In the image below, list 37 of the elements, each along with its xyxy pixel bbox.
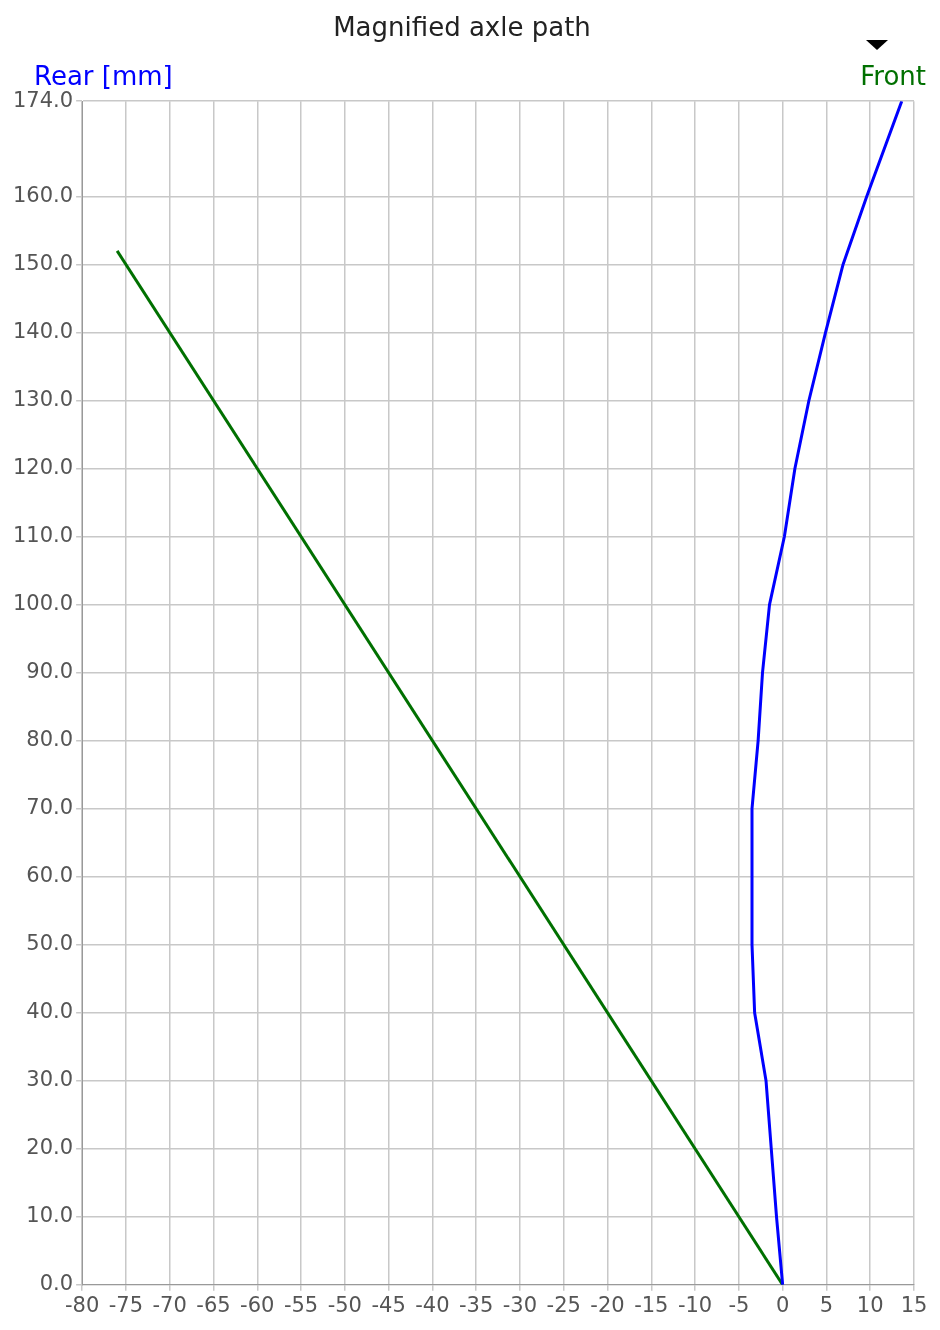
x-tick-label: -45	[371, 1292, 406, 1317]
y-tick-label: 30.0	[26, 1067, 74, 1092]
y-tick-label: 60.0	[26, 863, 74, 888]
x-tick-label: -20	[590, 1292, 625, 1317]
y-tick-label: 70.0	[26, 795, 74, 820]
x-tick-label: -60	[240, 1292, 275, 1317]
y-tick-label: 90.0	[26, 659, 74, 684]
x-tick-label: -40	[415, 1292, 450, 1317]
x-tick-label: -5	[728, 1292, 750, 1317]
y-tick-label: 20.0	[26, 1135, 74, 1160]
x-tick-label: -55	[283, 1292, 319, 1317]
y-tick-label: 130.0	[12, 386, 74, 411]
x-tick-label: 0	[775, 1292, 790, 1317]
x-tick-label: -15	[634, 1292, 669, 1317]
y-tick-label: 80.0	[26, 727, 74, 752]
chart-title: Magnified axle path	[333, 12, 591, 43]
x-tick-label: -65	[196, 1292, 231, 1317]
y-tick-label: 100.0	[12, 591, 74, 616]
y-tick-label: 120.0	[12, 454, 74, 479]
x-tick-label: 15	[900, 1292, 928, 1317]
y-tick-label: 150.0	[12, 250, 74, 275]
x-tick-label: 10	[856, 1292, 884, 1317]
x-tick-label: -30	[502, 1292, 538, 1317]
x-tick-label: 5	[819, 1292, 834, 1317]
y-tick-label: 160.0	[12, 182, 74, 207]
y-tick-label: 40.0	[26, 999, 74, 1024]
y-tick-label: 110.0	[12, 523, 74, 547]
text: Front	[860, 60, 926, 91]
y-tick-label: 50.0	[26, 931, 74, 956]
y-tick-label: 140.0	[12, 318, 74, 343]
x-tick-label: -10	[677, 1292, 713, 1317]
x-tick-label: -70	[152, 1292, 187, 1317]
y-tick-label: 10.0	[26, 1203, 74, 1228]
x-tick-label: -50	[327, 1292, 362, 1317]
x-tick-label: -25	[546, 1292, 581, 1317]
x-tick-label: -35	[459, 1292, 494, 1317]
x-tick-label: -75	[108, 1292, 144, 1317]
